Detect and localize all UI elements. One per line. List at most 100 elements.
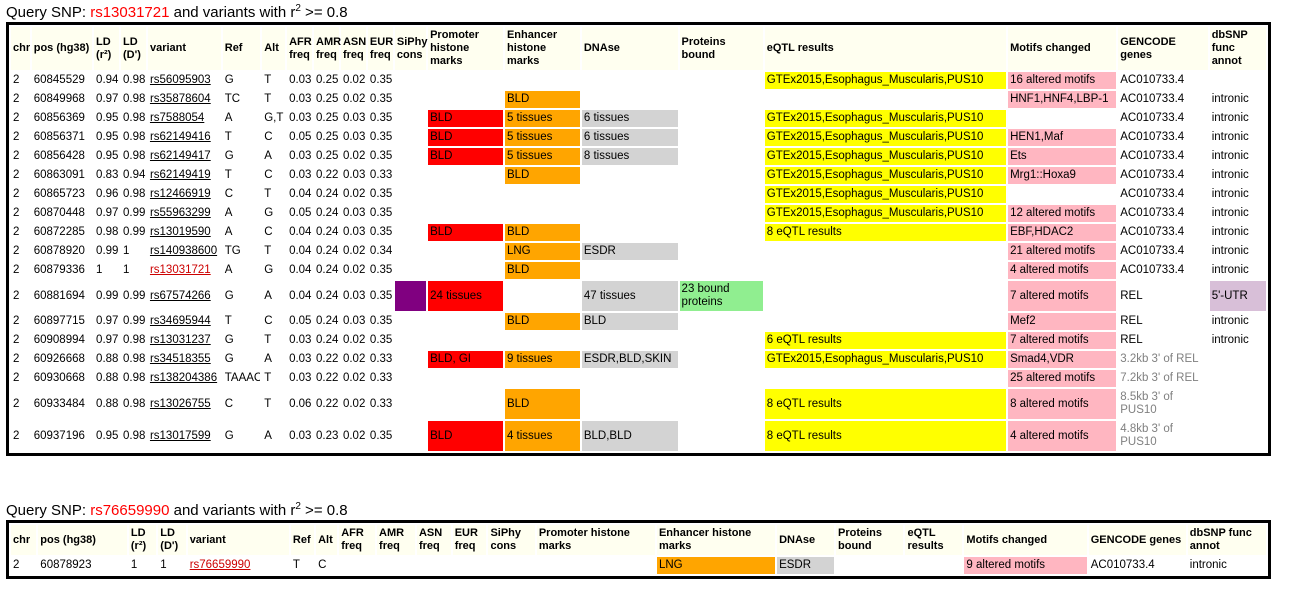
cell-d: 0.98	[123, 353, 146, 365]
cell-d: 1	[123, 245, 130, 257]
variant-link[interactable]: rs35878604	[149, 93, 211, 105]
cell-d: 0.98	[123, 74, 146, 86]
column-header-ld-d: LD (D')	[121, 27, 146, 70]
column-header-amr: AMR freq	[377, 525, 415, 555]
variant-link[interactable]: rs12466919	[149, 188, 211, 200]
cell-amr: 0.25	[316, 93, 339, 105]
variant-link[interactable]: rs34695944	[149, 315, 211, 327]
cell-alt: A	[264, 353, 272, 365]
cell-siphy	[395, 370, 426, 387]
cell-alt: T	[264, 372, 272, 384]
cell-amr: 0.24	[316, 188, 339, 200]
query-title-1: Query SNP: rs13031721 and variants with …	[6, 0, 1271, 22]
variant-link[interactable]: rs56095903	[149, 74, 211, 86]
variant-link[interactable]: rs34518355	[149, 353, 211, 365]
variant-link[interactable]: rs13017599	[149, 429, 211, 442]
cell-promoter	[428, 91, 503, 108]
cell-amr	[377, 557, 415, 574]
cell-promoter: BLD	[428, 224, 503, 241]
cell-eqtl	[765, 91, 1006, 108]
variant-link[interactable]: rs62149417	[149, 150, 211, 162]
cell-amr: 0.24	[316, 289, 339, 302]
cell-enhancer	[505, 281, 580, 311]
cell-asn: 0.02	[342, 334, 366, 346]
cell-ref: T	[292, 559, 300, 571]
cell-variant: rs67574266	[148, 281, 221, 311]
cell-gencode: AC010733.4	[1120, 131, 1185, 143]
variant-link[interactable]: rs13031721	[149, 264, 211, 276]
cell-chr: 2	[13, 397, 20, 410]
cell-enhancer	[505, 332, 580, 349]
cell-eur: 0.35	[369, 334, 393, 346]
cell-dnase	[582, 332, 678, 349]
cell-enhancer: 4 tissues	[504, 421, 580, 451]
cell-ref: TC	[224, 93, 241, 105]
table-row: 2 60937196 0.95 0.98 rs13017599 G A 0.03 0.23 0.0…	[11, 421, 1266, 451]
cell-pos: 60878923	[40, 559, 92, 571]
table-row: 2 60856369 0.95 0.98 rs7588054 A G,T 0.03 0.25 0.…	[11, 110, 1266, 127]
cell-proteins	[680, 370, 763, 387]
column-header-pos: pos (hg38)	[38, 525, 127, 555]
cell-proteins	[680, 389, 763, 419]
cell-eqtl: 8 eQTL results	[764, 224, 1007, 241]
cell-afr: 0.04	[289, 245, 312, 257]
variant-link[interactable]: rs138204386	[149, 372, 218, 384]
cell-motifs: Ets	[1008, 148, 1117, 165]
cell-gencode: 3.2kb 3' of REL	[1120, 353, 1199, 365]
cell-eur: 0.35	[369, 188, 393, 200]
cell-alt: T	[264, 397, 272, 410]
table-row: 2 60878923 1 1 rs76659990 T C LNG ESDR 9 altered …	[11, 557, 1266, 574]
cell-dbsnp: intronic	[1211, 169, 1249, 181]
cell-motifs: HEN1,Maf	[1008, 129, 1117, 146]
cell-dbsnp: intronic	[1211, 93, 1249, 105]
cell-amr: 0.24	[316, 315, 339, 327]
cell-gencode: AC010733.4	[1120, 169, 1185, 181]
column-header-variant: variant	[187, 525, 289, 555]
cell-siphy	[395, 148, 426, 165]
cell-dbsnp: 5'-UTR	[1209, 281, 1266, 311]
cell-promoter	[428, 370, 503, 387]
cell-chr: 2	[13, 353, 20, 365]
variant-link[interactable]: rs13026755	[149, 397, 211, 410]
cell-gencode: 8.5kb 3' of PUS10	[1120, 391, 1173, 416]
cell-d: 0.94	[123, 169, 146, 181]
cell-siphy	[395, 351, 426, 368]
variant-link[interactable]: rs13031237	[149, 334, 211, 346]
cell-d: 1	[123, 264, 130, 276]
cell-afr: 0.05	[289, 131, 312, 143]
cell-pos: 60926668	[33, 353, 85, 365]
cell-amr: 0.25	[316, 112, 339, 124]
cell-asn: 0.02	[342, 397, 366, 410]
cell-proteins	[680, 243, 763, 260]
column-header-alt: Alt	[316, 525, 338, 555]
variant-link[interactable]: rs13019590	[149, 226, 211, 238]
cell-eqtl: GTEx2015,Esophagus_Muscularis,PUS10	[764, 351, 1007, 368]
cell-enhancer	[505, 205, 580, 222]
cell-r2: 0.94	[96, 74, 119, 86]
cell-gencode: AC010733.4	[1090, 559, 1155, 571]
cell-chr: 2	[13, 207, 20, 219]
cell-ref: G	[224, 334, 234, 346]
cell-d: 0.98	[123, 131, 146, 143]
variant-link[interactable]: rs62149419	[149, 169, 211, 181]
cell-eur: 0.35	[369, 150, 393, 162]
ld-table-1: chr pos (hg38) LD (r²) LD (D') variant Ref Alt…	[6, 22, 1271, 456]
cell-siphy	[395, 389, 426, 419]
cell-d: 1	[160, 559, 167, 571]
cell-afr: 0.03	[289, 150, 312, 162]
variant-link[interactable]: rs7588054	[149, 112, 205, 124]
cell-afr: 0.03	[289, 429, 312, 442]
variant-link[interactable]: rs55963299	[149, 207, 211, 219]
variant-link[interactable]: rs76659990	[189, 559, 251, 571]
cell-eur: 0.35	[369, 207, 393, 219]
cell-promoter	[428, 389, 503, 419]
variant-link[interactable]: rs62149416	[149, 131, 211, 143]
variant-link[interactable]: rs140938600	[149, 245, 218, 257]
cell-enhancer	[505, 186, 580, 203]
cell-enhancer: BLD	[504, 224, 580, 241]
cell-r2: 0.99	[96, 289, 119, 302]
cell-asn: 0.03	[342, 169, 366, 181]
cell-eur: 0.35	[369, 74, 393, 86]
variant-link[interactable]: rs67574266	[149, 289, 211, 302]
cell-alt: G	[264, 207, 274, 219]
